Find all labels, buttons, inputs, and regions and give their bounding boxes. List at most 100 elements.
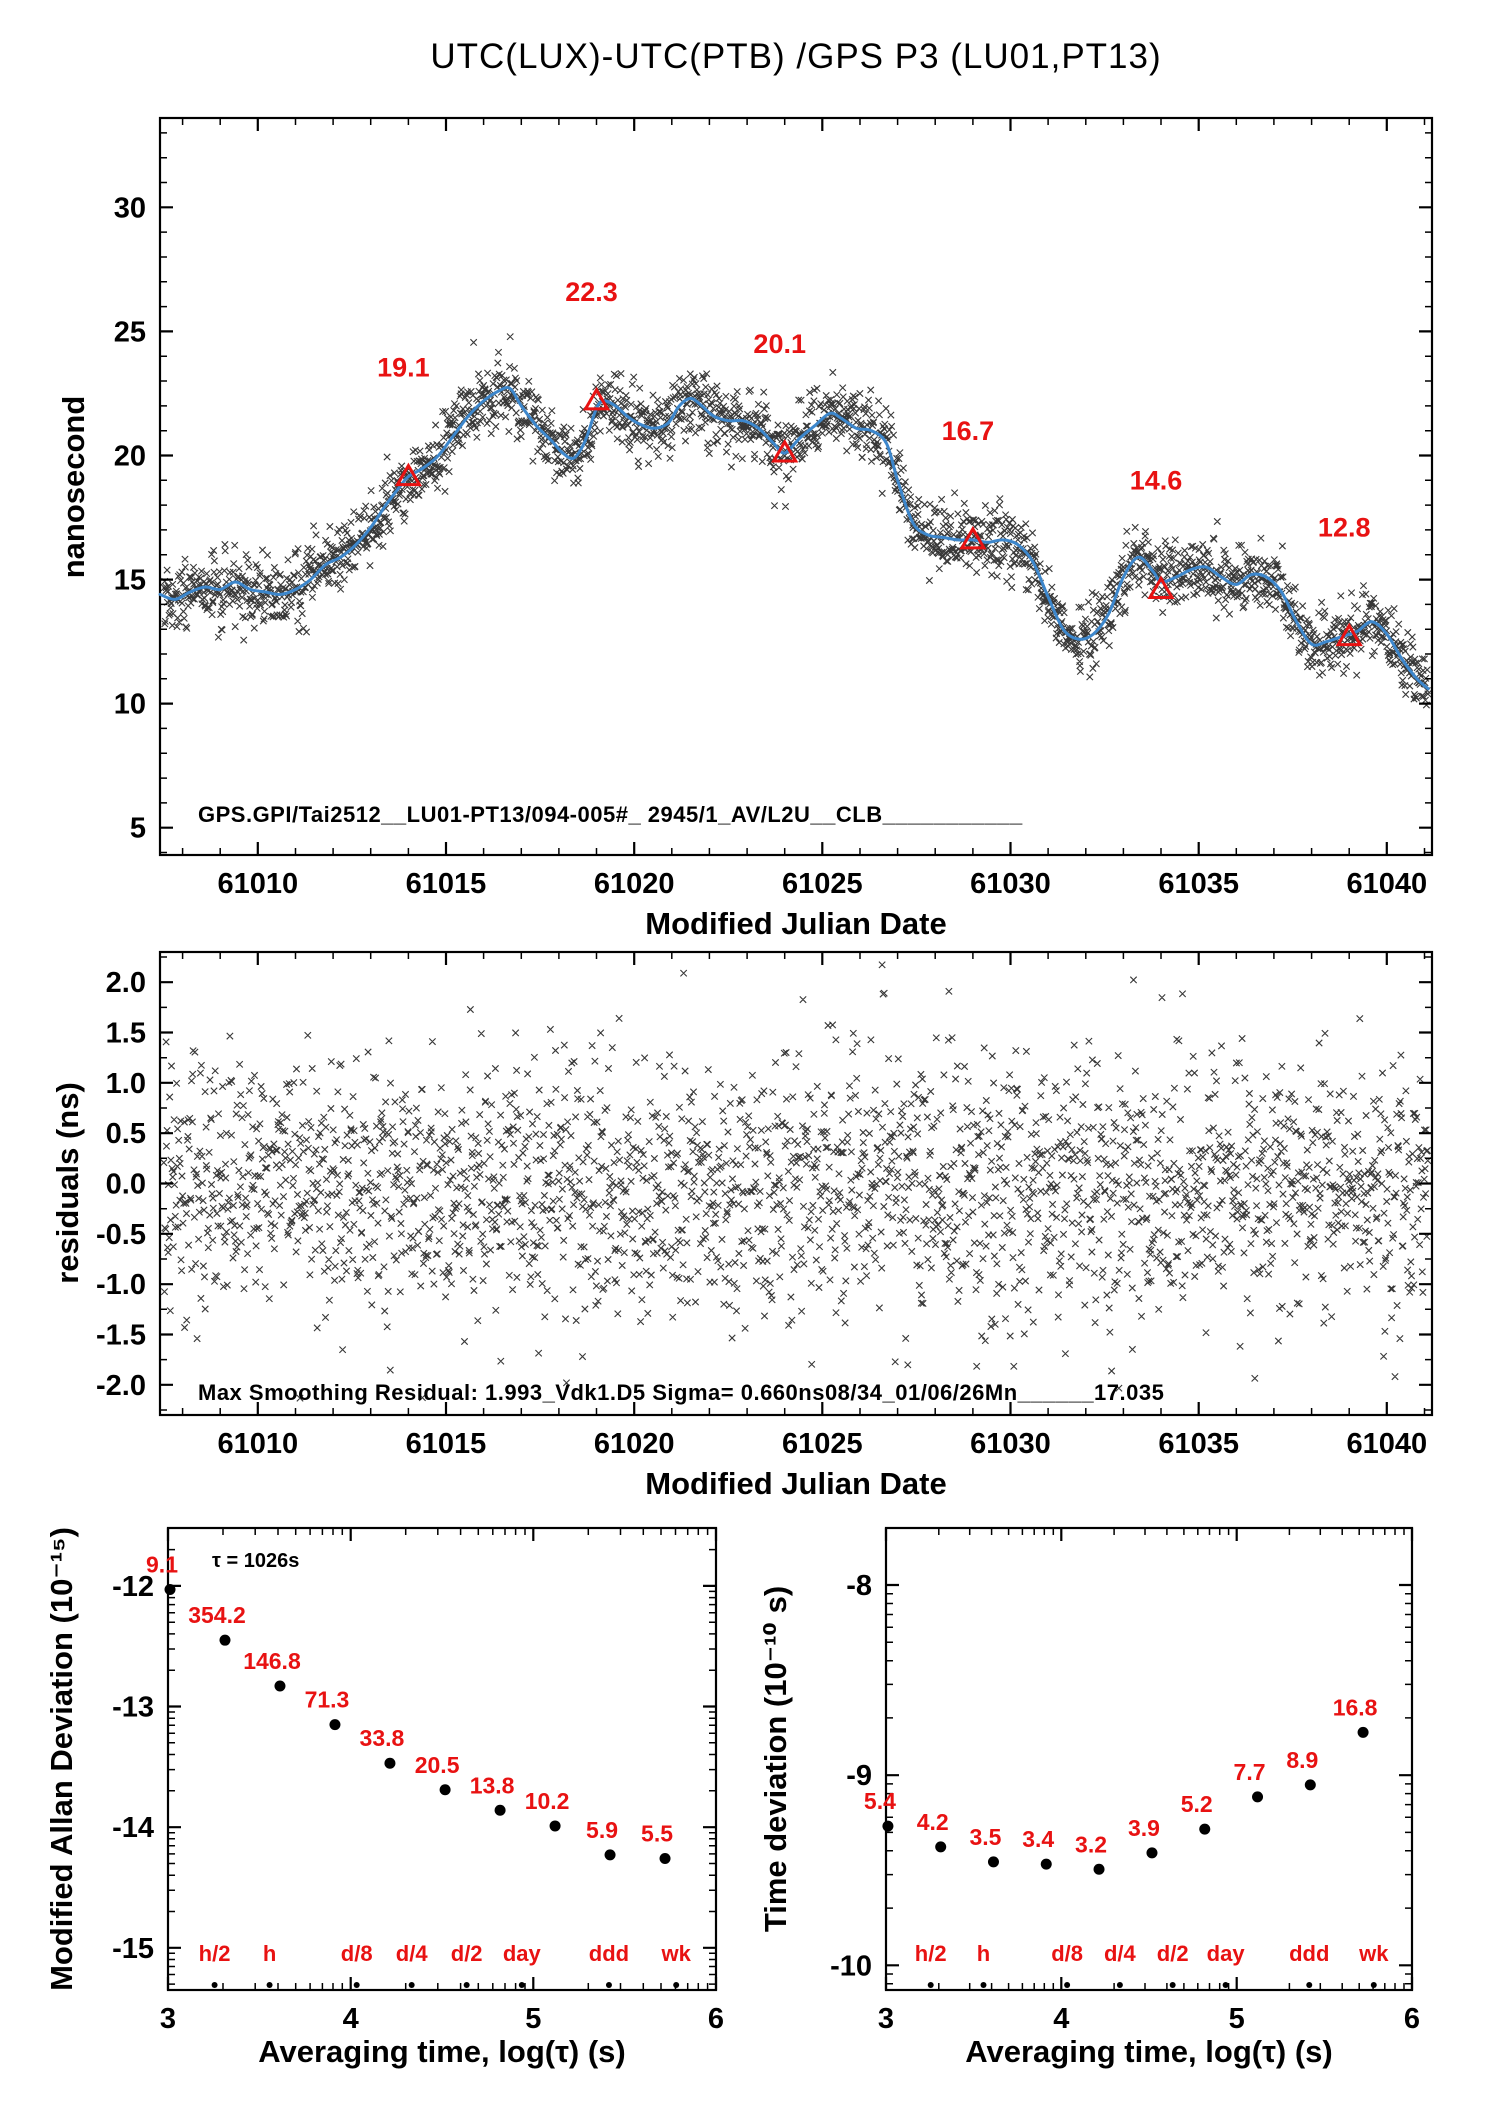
tdev-y-tick-label: -8 (846, 1570, 872, 1602)
tau-mark-label: h/2 (199, 1941, 231, 1966)
residuals-y-tick-label: -2.0 (96, 1370, 146, 1402)
tau-mark-label: d/2 (451, 1941, 483, 1966)
five-day-triangle-marker (582, 386, 611, 411)
residuals-panel: 61010 61015 61020 61025 61030 61035 61040 2.0 1.… (96, 950, 1434, 1460)
tdev-point-value-label: 3.9 (1128, 1815, 1160, 1841)
tau-mark-dot (1222, 1982, 1229, 1988)
tau-mark-label: ddd (1289, 1941, 1329, 1966)
residuals-scatter-points (161, 961, 1431, 1402)
tau-mark-label: d/2 (1157, 1941, 1189, 1966)
mdev-xaxis-title: Averaging time, log(τ) (s) (258, 2034, 626, 2069)
mdev-y-tick-label: -14 (112, 1812, 154, 1844)
mdev-point-value-label: 71.3 (305, 1687, 350, 1713)
tdev-point-value-label: 3.5 (969, 1824, 1001, 1850)
mdev-point (604, 1849, 616, 1861)
time-series-minor-ticks (160, 118, 1432, 855)
tdev-panel: 3 4 5 6 -8 -9 -10 5.4 4.2 3.5 3.4 3.2 3.9 5.2 7.7 8.9 16… (830, 1526, 1420, 2035)
residuals-minor-ticks (160, 952, 1432, 1415)
time-series-y-tick-label: 30 (114, 192, 146, 224)
tau-mark-dot (1370, 1982, 1377, 1988)
tau-mark-dot (408, 1982, 415, 1988)
mdev-x-tick-label: 3 (160, 2003, 176, 2035)
tau-mark-label: h (977, 1941, 990, 1966)
tau-mark-label: d/8 (1051, 1941, 1083, 1966)
mdev-x-tick-label: 6 (708, 2003, 724, 2035)
mdev-point-value-label: 10.2 (525, 1788, 570, 1814)
time-series-major-ticks (160, 118, 1432, 855)
mdev-point (659, 1853, 671, 1865)
five-day-triangle-marker (394, 462, 423, 487)
smoothed-line (158, 386, 1430, 691)
time-series-y-tick-label: 25 (114, 316, 146, 348)
mdev-point-value-label: 146.8 (243, 1648, 301, 1674)
residuals-y-tick-label: 0.5 (106, 1118, 146, 1150)
time-series-annotation: GPS.GPI/Tai2512__LU01-PT13/094-005#_ 294… (198, 802, 1023, 827)
tau-mark-label: d/8 (341, 1941, 373, 1966)
mdev-point (494, 1804, 506, 1816)
time-series-y-tick-label: 20 (114, 440, 146, 472)
time-series-x-tick-label: 61025 (782, 868, 863, 900)
mdev-point (164, 1584, 176, 1596)
tdev-point-value-label: 3.4 (1022, 1826, 1054, 1852)
tau-mark-label: h/2 (915, 1941, 947, 1966)
tdev-point-value-label: 8.9 (1286, 1747, 1318, 1773)
time-series-y-tick-label: 10 (114, 689, 146, 721)
tdev-point (1304, 1779, 1316, 1791)
residuals-xaxis-title: Modified Julian Date (645, 1466, 946, 1501)
tau-mark-label: ddd (589, 1941, 629, 1966)
mdev-point-value-label: 354.2 (188, 1602, 246, 1628)
tau-mark-label: day (503, 1941, 542, 1966)
tdev-x-tick-label: 3 (878, 2003, 894, 2035)
tdev-point (1146, 1847, 1158, 1859)
tdev-point (987, 1856, 999, 1868)
five-day-triangle-marker (1335, 622, 1363, 647)
tdev-point (1093, 1863, 1105, 1875)
tau-mark-label: h (263, 1941, 276, 1966)
residuals-x-tick-label: 61040 (1347, 1428, 1428, 1460)
tdev-major-ticks (884, 1528, 1414, 1990)
tdev-point (1199, 1823, 1211, 1835)
tdev-point-value-label: 5.4 (864, 1788, 896, 1814)
mdev-point-value-label: 13.8 (470, 1772, 515, 1798)
residuals-y-tick-label: 1.0 (106, 1068, 146, 1100)
mdev-point-value-label: 9.1 (146, 1552, 178, 1578)
mdev-panel: 3 4 5 6 -12 -13 -14 -15 9.1 354.2 146.871.3 33.8 20.… (112, 1526, 724, 2035)
mdev-point-value-label: 5.9 (586, 1817, 618, 1843)
time-series-x-tick-label: 61010 (218, 868, 299, 900)
mdev-y-tick-label: -13 (112, 1692, 154, 1724)
tau-mark-dot (1064, 1982, 1071, 1988)
tau-mark-dot (1116, 1982, 1123, 1988)
five-day-triangle-marker (1147, 575, 1175, 599)
residuals-x-tick-label: 61030 (970, 1428, 1051, 1460)
residuals-x-tick-label: 61025 (782, 1428, 863, 1460)
residuals-x-tick-label: 61015 (406, 1428, 487, 1460)
tdev-yaxis-title: Time deviation (10⁻¹⁰ s) (758, 1586, 793, 1932)
mdev-point-value-label: 5.5 (641, 1821, 673, 1847)
tdev-minor-ticks (886, 1528, 1412, 1990)
five-day-value-label: 20.1 (753, 329, 806, 359)
mdev-x-tick-label: 5 (525, 2003, 541, 2035)
tau-mark-dot (353, 1982, 360, 1988)
tdev-point-value-label: 5.2 (1181, 1791, 1213, 1817)
tdev-point (1040, 1858, 1052, 1870)
time-series-y-tick-label: 5 (130, 813, 146, 845)
tau-mark-label: wk (660, 1941, 691, 1966)
residuals-x-tick-label: 61020 (594, 1428, 675, 1460)
time-series-frame (158, 116, 1434, 857)
mdev-y-tick-label: -15 (112, 1933, 154, 1965)
five-day-triangle-marker (959, 525, 987, 550)
time-series-x-tick-label: 61020 (594, 868, 675, 900)
five-day-triangle-marker (771, 439, 799, 463)
tdev-x-tick-label: 6 (1404, 2003, 1420, 2035)
tau-mark-dot (673, 1982, 680, 1988)
tau-mark-dot (927, 1982, 934, 1988)
tdev-point-value-label: 3.2 (1075, 1831, 1107, 1857)
mdev-point-value-label: 20.5 (415, 1752, 460, 1778)
tau-mark-label: day (1207, 1941, 1246, 1966)
residuals-y-tick-label: 2.0 (106, 967, 146, 999)
tau-mark-label: wk (1358, 1941, 1389, 1966)
figure-title: UTC(LUX)-UTC(PTB) /GPS P3 (LU01,PT13) (430, 37, 1161, 76)
residuals-y-tick-label: -0.5 (96, 1219, 146, 1251)
